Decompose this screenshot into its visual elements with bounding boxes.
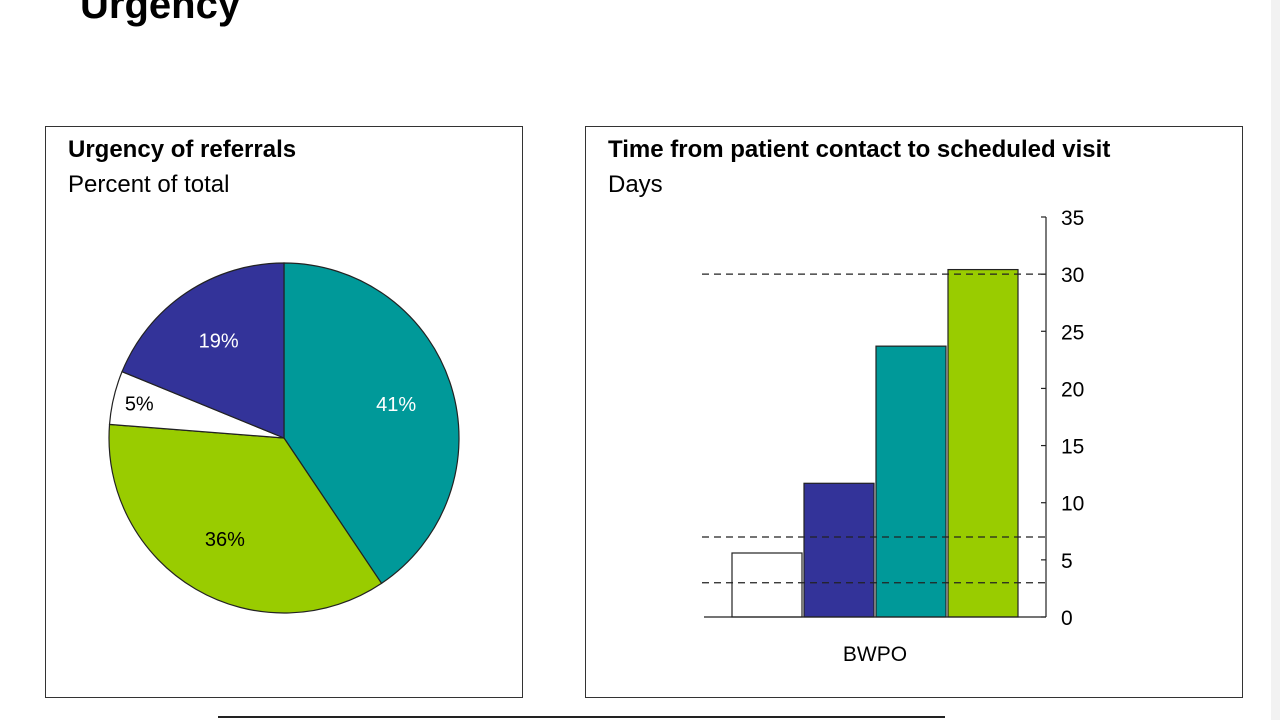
pie-chart-panel: Urgency of referrals Percent of total 41… [45,126,523,698]
bottom-divider [218,716,945,718]
pie-slice-label: 19% [199,331,239,353]
y-tick-label: 25 [1061,321,1084,344]
y-tick-label: 10 [1061,493,1084,516]
bar [803,482,875,618]
bar-chart: 0 5 10 15 20 25 30 35 BWPO [702,207,1084,666]
y-tick-label: 35 [1061,207,1084,230]
y-tick-label: 5 [1061,550,1073,573]
bar-chart-title: Time from patient contact to scheduled v… [608,136,1111,163]
x-category-label: BWPO [843,643,907,666]
y-tick-label: 15 [1061,436,1084,459]
bar-chart-panel: Time from patient contact to scheduled v… [585,126,1243,698]
bar-chart-subtitle: Days [608,171,663,198]
bar [731,552,803,618]
pie-slice [108,423,383,614]
pie-slice [283,262,460,585]
pie-slice-label: 36% [205,529,245,551]
y-tick-label: 20 [1061,378,1084,401]
pie-slice-label: 41% [376,394,416,416]
pie-chart-subtitle: Percent of total [68,171,230,198]
slide-title: Urgency [80,0,241,27]
pie-chart-title: Urgency of referrals [68,136,297,163]
bar [875,345,947,618]
pie-slice [121,262,285,439]
bar [947,268,1019,618]
y-tick-label: 0 [1061,607,1073,630]
pie-chart: 41% 36% 5% 19% [108,262,460,614]
y-tick-label: 30 [1061,264,1084,287]
pie-slice-label: 5% [125,394,154,416]
scrollbar[interactable] [1271,0,1280,720]
